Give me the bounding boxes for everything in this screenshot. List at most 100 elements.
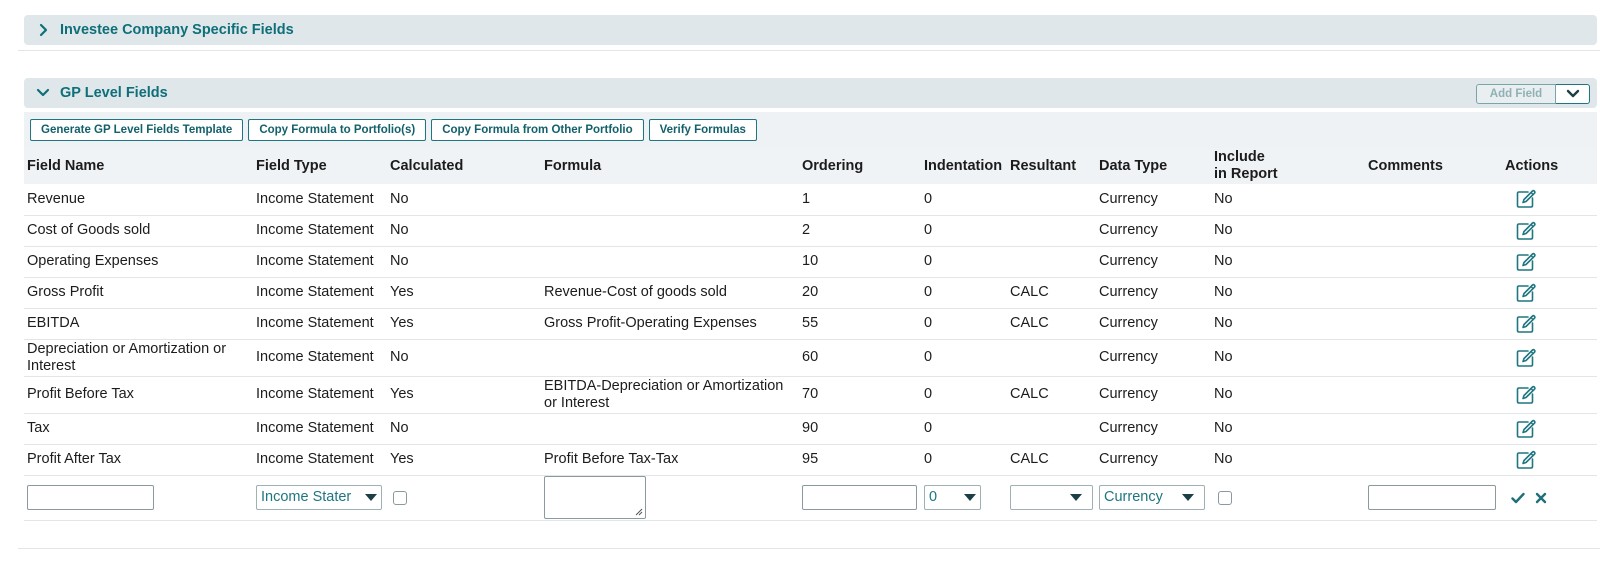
cell-ordering: 10 bbox=[799, 246, 921, 278]
copy-formula-to-portfolio-button[interactable]: Copy Formula to Portfolio(s) bbox=[248, 119, 427, 141]
gp-toolbar: Generate GP Level Fields Template Copy F… bbox=[24, 112, 1597, 148]
cell-include: No bbox=[1211, 184, 1365, 216]
edit-icon[interactable] bbox=[1515, 252, 1537, 272]
investee-section-header[interactable]: Investee Company Specific Fields bbox=[24, 15, 1597, 45]
cell-actions bbox=[1502, 339, 1597, 377]
header-comments[interactable]: Comments bbox=[1365, 148, 1502, 184]
verify-formulas-button[interactable]: Verify Formulas bbox=[648, 119, 757, 141]
new-calculated-cell bbox=[387, 475, 541, 521]
table-row: EBITDA Income Statement Yes Gross Profit-Op… bbox=[24, 308, 1597, 340]
section-divider bbox=[18, 50, 1600, 51]
new-field-type-value: Income Stater bbox=[261, 489, 352, 505]
cell-include: No bbox=[1211, 339, 1365, 377]
cell-indentation: 0 bbox=[921, 376, 1007, 414]
cell-actions bbox=[1502, 444, 1597, 476]
edit-icon[interactable] bbox=[1515, 348, 1537, 368]
cell-data-type: Currency bbox=[1096, 277, 1211, 309]
edit-icon[interactable] bbox=[1515, 189, 1537, 209]
cell-formula bbox=[541, 413, 799, 445]
cell-indentation: 0 bbox=[921, 215, 1007, 247]
cell-field-type: Income Statement bbox=[253, 246, 387, 278]
cell-include: No bbox=[1211, 246, 1365, 278]
cell-field-type: Income Statement bbox=[253, 376, 387, 414]
table-row: Depreciation or Amortization or Interest… bbox=[24, 339, 1597, 377]
edit-icon[interactable] bbox=[1515, 314, 1537, 334]
cell-data-type: Currency bbox=[1096, 215, 1211, 247]
cell-indentation: 0 bbox=[921, 277, 1007, 309]
caret-down-icon bbox=[365, 494, 377, 501]
header-resultant[interactable]: Resultant bbox=[1007, 148, 1096, 184]
generate-template-button[interactable]: Generate GP Level Fields Template bbox=[30, 119, 244, 141]
cell-formula bbox=[541, 184, 799, 216]
cell-actions bbox=[1502, 184, 1597, 216]
cell-calculated: No bbox=[387, 413, 541, 445]
table-header-row: Field Name Field Type Calculated Formula… bbox=[24, 148, 1597, 184]
new-include-in-report-checkbox[interactable] bbox=[1218, 490, 1232, 505]
cell-field-type: Income Statement bbox=[253, 277, 387, 309]
cell-resultant: CALC bbox=[1007, 308, 1096, 340]
cell-include: No bbox=[1211, 413, 1365, 445]
cell-field-type: Income Statement bbox=[253, 215, 387, 247]
chevron-right-icon bbox=[39, 23, 48, 37]
header-formula[interactable]: Formula bbox=[541, 148, 799, 184]
cell-calculated: No bbox=[387, 246, 541, 278]
new-indentation-select[interactable]: 0 bbox=[924, 485, 981, 510]
cell-comments bbox=[1365, 215, 1502, 247]
new-comments-input[interactable] bbox=[1368, 485, 1496, 510]
new-calculated-checkbox[interactable] bbox=[393, 490, 407, 505]
cell-resultant bbox=[1007, 184, 1096, 216]
cell-data-type: Currency bbox=[1096, 413, 1211, 445]
new-actions-cell bbox=[1502, 475, 1597, 521]
new-field-name-input[interactable] bbox=[27, 485, 154, 510]
header-field-type[interactable]: Field Type bbox=[253, 148, 387, 184]
cell-calculated: No bbox=[387, 215, 541, 247]
cell-field-name: Tax bbox=[24, 413, 253, 445]
add-field-button[interactable]: Add Field bbox=[1476, 84, 1556, 104]
cell-ordering: 90 bbox=[799, 413, 921, 445]
header-ordering[interactable]: Ordering bbox=[799, 148, 921, 184]
copy-formula-from-portfolio-button[interactable]: Copy Formula from Other Portfolio bbox=[431, 119, 644, 141]
edit-icon[interactable] bbox=[1515, 385, 1537, 405]
cell-data-type: Currency bbox=[1096, 246, 1211, 278]
header-include-line1: Include bbox=[1214, 149, 1265, 165]
header-data-type[interactable]: Data Type bbox=[1096, 148, 1211, 184]
table-row: Profit Before Tax Income Statement Yes EBIT… bbox=[24, 376, 1597, 414]
cell-calculated: Yes bbox=[387, 308, 541, 340]
cell-calculated: No bbox=[387, 339, 541, 377]
cell-data-type: Currency bbox=[1096, 376, 1211, 414]
caret-down-icon bbox=[1182, 494, 1194, 501]
new-ordering-cell bbox=[799, 475, 921, 521]
header-include-in-report[interactable]: Include in Report bbox=[1211, 148, 1365, 184]
cell-data-type: Currency bbox=[1096, 184, 1211, 216]
check-icon[interactable] bbox=[1511, 492, 1525, 504]
resize-grip-icon[interactable] bbox=[635, 508, 643, 516]
edit-icon[interactable] bbox=[1515, 221, 1537, 241]
cell-formula bbox=[541, 339, 799, 377]
new-data-type-select[interactable]: Currency bbox=[1099, 485, 1205, 510]
cell-field-name: Cost of Goods sold bbox=[24, 215, 253, 247]
cell-comments bbox=[1365, 444, 1502, 476]
table-row: Revenue Income Statement No 1 0 Currency No bbox=[24, 184, 1597, 216]
header-calculated[interactable]: Calculated bbox=[387, 148, 541, 184]
edit-icon[interactable] bbox=[1515, 283, 1537, 303]
header-indentation[interactable]: Indentation bbox=[921, 148, 1007, 184]
gp-section-header[interactable]: GP Level Fields bbox=[24, 78, 1597, 108]
new-ordering-input[interactable] bbox=[802, 485, 917, 510]
close-icon[interactable] bbox=[1535, 492, 1547, 504]
cell-indentation: 0 bbox=[921, 308, 1007, 340]
cell-calculated: Yes bbox=[387, 376, 541, 414]
cell-actions bbox=[1502, 277, 1597, 309]
new-formula-textarea[interactable] bbox=[544, 476, 646, 519]
new-field-type-select[interactable]: Income Stater bbox=[256, 485, 382, 510]
add-field-dropdown-toggle[interactable] bbox=[1556, 84, 1590, 104]
cell-data-type: Currency bbox=[1096, 444, 1211, 476]
cell-field-type: Income Statement bbox=[253, 339, 387, 377]
cell-actions bbox=[1502, 376, 1597, 414]
edit-icon[interactable] bbox=[1515, 450, 1537, 470]
new-resultant-select[interactable] bbox=[1010, 485, 1093, 510]
cell-field-name: Gross Profit bbox=[24, 277, 253, 309]
cell-actions bbox=[1502, 308, 1597, 340]
header-field-name[interactable]: Field Name bbox=[24, 148, 253, 184]
edit-icon[interactable] bbox=[1515, 419, 1537, 439]
cell-calculated: No bbox=[387, 184, 541, 216]
